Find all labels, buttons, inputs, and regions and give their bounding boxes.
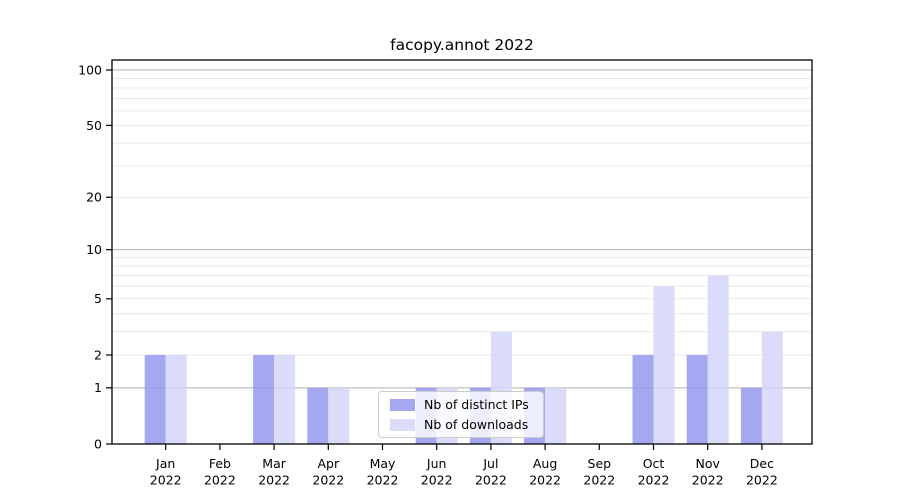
legend-swatch-downloads bbox=[390, 418, 415, 431]
legend-item-distinct-ips: Nb of distinct IPs bbox=[379, 397, 543, 412]
bar-downloads-aug bbox=[545, 387, 567, 444]
legend: Nb of distinct IPs Nb of downloads bbox=[378, 391, 544, 438]
x-tick-label: May 2022 bbox=[367, 456, 399, 488]
y-tick-label: 2 bbox=[94, 347, 102, 362]
bar-downloads-mar bbox=[274, 354, 296, 444]
x-tick-label: Jul 2022 bbox=[475, 456, 507, 488]
y-tick-label: 100 bbox=[78, 62, 102, 77]
y-tick-label: 50 bbox=[86, 118, 102, 133]
legend-item-downloads: Nb of downloads bbox=[379, 417, 543, 432]
legend-label-distinct-ips: Nb of distinct IPs bbox=[424, 397, 529, 412]
y-tick-label: 10 bbox=[86, 242, 102, 257]
bar-downloads-jan bbox=[165, 354, 187, 444]
bar-ips-nov bbox=[686, 354, 708, 444]
legend-swatch-distinct-ips bbox=[390, 398, 415, 411]
y-tick-label: 5 bbox=[94, 291, 102, 306]
bar-downloads-oct bbox=[653, 286, 675, 444]
bar-downloads-apr bbox=[328, 387, 350, 444]
bar-ips-oct bbox=[632, 354, 654, 444]
y-tick-label: 0 bbox=[94, 436, 102, 451]
bar-ips-mar bbox=[253, 354, 275, 444]
y-tick-label: 20 bbox=[86, 190, 102, 205]
x-tick-label: Jan 2022 bbox=[150, 456, 182, 488]
x-tick-label: Sep 2022 bbox=[583, 456, 615, 488]
bar-downloads-dec bbox=[761, 331, 783, 444]
x-tick-label: Oct 2022 bbox=[638, 456, 670, 488]
x-tick-label: Apr 2022 bbox=[312, 456, 344, 488]
bar-ips-dec bbox=[740, 387, 762, 444]
x-tick-label: Nov 2022 bbox=[692, 456, 724, 488]
x-tick-label: Dec 2022 bbox=[746, 456, 778, 488]
chart-title: facopy.annot 2022 bbox=[390, 36, 534, 54]
x-tick-label: Aug 2022 bbox=[529, 456, 561, 488]
plot-border bbox=[111, 59, 813, 445]
bar-downloads-nov bbox=[707, 275, 729, 444]
x-tick-label: Jun 2022 bbox=[421, 456, 453, 488]
legend-label-downloads: Nb of downloads bbox=[424, 417, 529, 432]
y-tick-label: 1 bbox=[94, 380, 102, 395]
bar-ips-jan bbox=[144, 354, 166, 444]
x-tick-label: Feb 2022 bbox=[204, 456, 236, 488]
x-tick-label: Mar 2022 bbox=[258, 456, 290, 488]
bar-ips-apr bbox=[307, 387, 329, 444]
